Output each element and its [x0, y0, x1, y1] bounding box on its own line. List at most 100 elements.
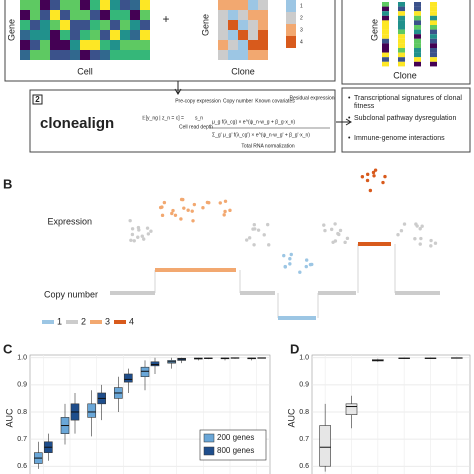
expr-dot: [381, 180, 385, 185]
heatmap-cell: [40, 50, 50, 60]
output-cell: [398, 38, 405, 44]
expr-dot: [158, 205, 163, 210]
heatmap-cell: [130, 0, 140, 10]
output-cell: [430, 48, 437, 53]
y-tick-label: 0.9: [17, 382, 27, 389]
heatmap-cell: [70, 0, 80, 10]
y-axis-label: AUC: [286, 408, 296, 428]
heatmap-cell: [30, 40, 40, 50]
expr-dot: [173, 213, 178, 217]
expr-dot: [207, 201, 211, 205]
output-cell: [414, 25, 421, 30]
legend-label: 4: [129, 316, 134, 326]
output-item: Immune-genome interactions: [354, 135, 445, 142]
legend-label: 1: [57, 316, 62, 326]
expr-dot: [181, 197, 185, 202]
expr-dot: [429, 238, 433, 243]
heatmap-cell: [80, 50, 90, 60]
heatmap-cell: [30, 50, 40, 60]
expr-dot: [252, 243, 256, 247]
expr-dot: [399, 229, 404, 233]
annotation: Pre-copy expression: [175, 98, 221, 104]
expr-dot: [323, 228, 327, 233]
expr-dot: [333, 239, 338, 243]
heatmap-cell: [80, 40, 90, 50]
arrows: [174, 81, 352, 126]
heatmap-cell: [60, 20, 70, 30]
heatmap-cell: [90, 40, 100, 50]
heatmap-cell: [70, 30, 80, 40]
y-tick-label: 1.0: [17, 355, 27, 362]
heatmap-cell: [130, 10, 140, 20]
legend-label: 1: [300, 3, 303, 9]
heatmap-cell: [50, 20, 60, 30]
heatmap-cell: [80, 10, 90, 20]
expr-dot: [383, 174, 387, 179]
expr-dot: [283, 264, 287, 269]
clone-cell: [218, 20, 228, 30]
expr-dot: [140, 234, 144, 238]
bullet: •: [348, 115, 351, 122]
heatmap-cell: [20, 50, 30, 60]
expr-dot: [298, 270, 302, 274]
heatmap-cell: [30, 20, 40, 30]
heatmap-cell: [20, 30, 30, 40]
heatmap-cell: [100, 0, 110, 10]
annotation: Total RNA normalization: [241, 143, 295, 149]
heatmap-cell: [110, 30, 120, 40]
heatmap-cell: [140, 30, 150, 40]
clone-cell: [248, 20, 258, 30]
expr-dot: [267, 243, 271, 247]
clone-cell: [228, 40, 238, 50]
heatmap-cell: [130, 20, 140, 30]
box: [150, 361, 160, 367]
heatmap-cell: [120, 10, 130, 20]
heatmap-cell: [80, 0, 90, 10]
clone-cell: [218, 40, 228, 50]
legend-swatch: [286, 12, 296, 24]
heatmap-cell: [120, 40, 130, 50]
expr-dot: [136, 235, 140, 239]
expr-dot: [365, 178, 370, 183]
expr-dot: [288, 257, 292, 261]
clone-cell: [248, 0, 258, 10]
clone-cell: [238, 20, 248, 30]
clone-cell: [228, 30, 238, 40]
annotation: Copy number: [223, 98, 253, 104]
output-cell: [398, 61, 405, 67]
heatmap-cell: [50, 10, 60, 20]
output-cell: [382, 61, 389, 67]
output-cell: [414, 29, 421, 35]
heatmap-cell: [110, 50, 120, 60]
plus: +: [162, 12, 169, 26]
expr-dot: [223, 199, 228, 204]
clone-cell: [258, 30, 268, 40]
heatmap-cell: [100, 30, 110, 40]
expr-dot: [343, 240, 347, 245]
heatmap-cell: [90, 20, 100, 30]
formula: 𝔼[y_ng | z_n = c] =: [142, 115, 184, 121]
legend-swatch: [286, 36, 296, 48]
step2-box: [29, 89, 336, 153]
heatmap-cell: [120, 0, 130, 10]
heatmap-cell: [100, 40, 110, 50]
expr-dot: [128, 218, 132, 223]
heatmap-cell: [120, 20, 130, 30]
output-cell: [430, 38, 437, 44]
heatmap-cell: [120, 30, 130, 40]
output-cell: [398, 48, 405, 53]
output-cell: [430, 6, 437, 12]
heatmap-cell: [140, 0, 150, 10]
expr-dot: [419, 236, 423, 241]
output-cell: [382, 15, 389, 21]
output-cell: [414, 48, 421, 53]
expr-dot: [365, 172, 370, 177]
axis-label: Clone: [231, 66, 255, 76]
output-cell: [398, 11, 405, 16]
row-label: Copy number: [44, 289, 98, 299]
heatmap-cell: [130, 40, 140, 50]
heatmap-cell: [60, 30, 70, 40]
output-cell: [430, 15, 437, 21]
expr-dot: [222, 213, 226, 217]
output-cell: [414, 57, 421, 62]
